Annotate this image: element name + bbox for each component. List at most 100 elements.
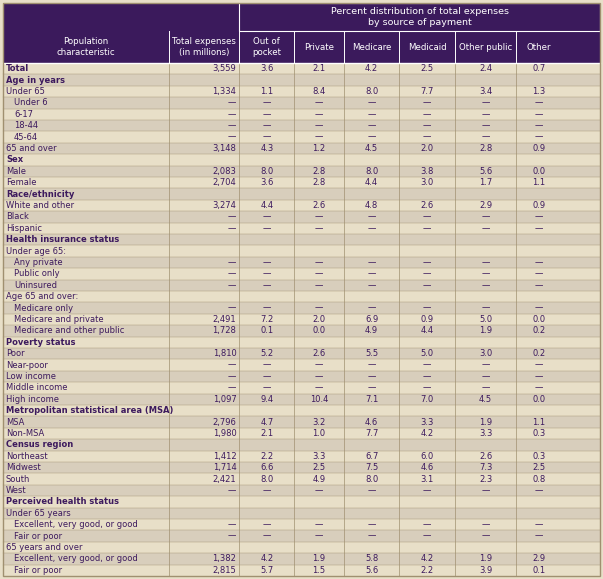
Text: 1.9: 1.9 bbox=[479, 327, 492, 335]
Text: 5.6: 5.6 bbox=[479, 167, 492, 176]
Text: Population
characteristic: Population characteristic bbox=[57, 37, 115, 57]
Bar bbox=[3, 519, 600, 530]
Text: 2.5: 2.5 bbox=[532, 463, 545, 472]
Bar bbox=[3, 200, 600, 211]
Bar bbox=[3, 474, 600, 485]
Bar bbox=[3, 177, 600, 188]
Bar bbox=[3, 211, 600, 222]
Text: Total expenses
(in millions): Total expenses (in millions) bbox=[172, 37, 236, 57]
Text: Northeast: Northeast bbox=[6, 452, 48, 461]
Text: Age 65 and over:: Age 65 and over: bbox=[6, 292, 78, 301]
Text: —: — bbox=[263, 361, 271, 369]
Text: 6-17: 6-17 bbox=[14, 110, 33, 119]
Text: Hispanic: Hispanic bbox=[6, 224, 42, 233]
Text: 4.2: 4.2 bbox=[421, 429, 434, 438]
Text: Total: Total bbox=[6, 64, 30, 73]
Text: —: — bbox=[315, 303, 323, 313]
Bar bbox=[3, 109, 600, 120]
Text: MSA: MSA bbox=[6, 417, 24, 427]
Text: —: — bbox=[481, 258, 490, 267]
Text: —: — bbox=[315, 121, 323, 130]
Text: 0.9: 0.9 bbox=[421, 315, 434, 324]
Bar bbox=[3, 565, 600, 576]
Bar bbox=[3, 325, 600, 336]
Text: 2,491: 2,491 bbox=[213, 315, 236, 324]
Text: 1,097: 1,097 bbox=[213, 395, 236, 404]
Text: 5.0: 5.0 bbox=[479, 315, 492, 324]
Text: 0.3: 0.3 bbox=[532, 429, 546, 438]
Text: —: — bbox=[423, 383, 431, 393]
Text: —: — bbox=[315, 532, 323, 541]
Text: 7.3: 7.3 bbox=[479, 463, 493, 472]
Bar bbox=[3, 314, 600, 325]
Text: 7.2: 7.2 bbox=[260, 315, 274, 324]
Text: —: — bbox=[423, 281, 431, 290]
Text: 0.3: 0.3 bbox=[532, 452, 546, 461]
Text: 8.0: 8.0 bbox=[260, 475, 274, 483]
Text: 3.6: 3.6 bbox=[260, 178, 274, 187]
Text: 3.9: 3.9 bbox=[479, 566, 492, 575]
Text: 0.1: 0.1 bbox=[532, 566, 545, 575]
Text: —: — bbox=[228, 383, 236, 393]
Bar bbox=[3, 382, 600, 394]
Text: 1,980: 1,980 bbox=[213, 429, 236, 438]
Text: 3.2: 3.2 bbox=[312, 417, 326, 427]
Text: 5.5: 5.5 bbox=[365, 349, 378, 358]
Text: 0.2: 0.2 bbox=[532, 327, 545, 335]
Text: —: — bbox=[535, 520, 543, 529]
Text: —: — bbox=[423, 303, 431, 313]
Text: —: — bbox=[315, 212, 323, 221]
Text: Midwest: Midwest bbox=[6, 463, 41, 472]
Text: —: — bbox=[535, 486, 543, 495]
Text: 2.8: 2.8 bbox=[479, 144, 492, 153]
Text: —: — bbox=[315, 269, 323, 278]
Text: 8.0: 8.0 bbox=[365, 475, 378, 483]
Text: Uninsured: Uninsured bbox=[14, 281, 57, 290]
Text: Medicare and other public: Medicare and other public bbox=[14, 327, 124, 335]
Text: 2,704: 2,704 bbox=[213, 178, 236, 187]
Text: 2.8: 2.8 bbox=[312, 167, 326, 176]
Bar bbox=[3, 360, 600, 371]
Text: Private: Private bbox=[304, 42, 334, 52]
Text: —: — bbox=[263, 532, 271, 541]
Text: 2.8: 2.8 bbox=[312, 178, 326, 187]
Text: —: — bbox=[263, 212, 271, 221]
Text: —: — bbox=[535, 212, 543, 221]
Text: 10.4: 10.4 bbox=[310, 395, 328, 404]
Text: Middle income: Middle income bbox=[6, 383, 68, 393]
Text: —: — bbox=[263, 520, 271, 529]
Text: —: — bbox=[367, 281, 376, 290]
Text: —: — bbox=[481, 361, 490, 369]
Text: 2.6: 2.6 bbox=[312, 349, 326, 358]
Text: —: — bbox=[535, 110, 543, 119]
Text: —: — bbox=[535, 133, 543, 142]
Text: —: — bbox=[367, 212, 376, 221]
Text: 0.9: 0.9 bbox=[532, 144, 545, 153]
Text: —: — bbox=[315, 372, 323, 381]
Text: Percent distribution of total expenses
by source of payment: Percent distribution of total expenses b… bbox=[330, 6, 509, 27]
Text: —: — bbox=[228, 224, 236, 233]
Bar bbox=[3, 97, 600, 109]
Text: —: — bbox=[315, 258, 323, 267]
Text: —: — bbox=[423, 121, 431, 130]
Text: 6.9: 6.9 bbox=[365, 315, 378, 324]
Text: 65 and over: 65 and over bbox=[6, 144, 57, 153]
Text: 0.1: 0.1 bbox=[260, 327, 273, 335]
Text: —: — bbox=[535, 303, 543, 313]
Text: Under age 65:: Under age 65: bbox=[6, 247, 66, 255]
Text: 2.5: 2.5 bbox=[312, 463, 326, 472]
Text: Age in years: Age in years bbox=[6, 76, 65, 85]
Bar bbox=[3, 86, 600, 97]
Text: Medicare and private: Medicare and private bbox=[14, 315, 104, 324]
Bar bbox=[3, 542, 600, 553]
Text: —: — bbox=[263, 281, 271, 290]
Text: —: — bbox=[228, 269, 236, 278]
Text: 4.5: 4.5 bbox=[479, 395, 492, 404]
Text: West: West bbox=[6, 486, 27, 495]
Text: —: — bbox=[367, 224, 376, 233]
Bar bbox=[3, 120, 600, 131]
Text: High income: High income bbox=[6, 395, 59, 404]
Text: Non-MSA: Non-MSA bbox=[6, 429, 44, 438]
Text: 2.6: 2.6 bbox=[420, 201, 434, 210]
Text: —: — bbox=[263, 121, 271, 130]
